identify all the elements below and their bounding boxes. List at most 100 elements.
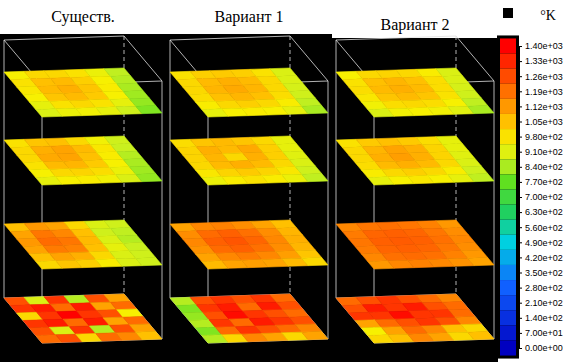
heat-cell <box>136 106 162 114</box>
color-bar-unit: °K <box>540 8 556 23</box>
heat-cell <box>449 83 475 91</box>
heat-cell <box>461 98 487 106</box>
tick-label: 2.10e+02 <box>525 298 563 308</box>
panel-background <box>166 34 332 362</box>
heat-cell <box>455 243 481 251</box>
tick-label: 9.10e+02 <box>525 147 563 157</box>
heat-cell <box>302 258 328 266</box>
heat-cell <box>436 220 462 228</box>
tick-mark <box>519 167 522 168</box>
box-edge <box>336 36 494 85</box>
tick-mark <box>519 197 522 198</box>
heat-cell <box>123 317 149 325</box>
heat-cell <box>276 228 302 236</box>
color-bar-axis: 1.40e+031.33e+031.26e+031.19e+031.12e+03… <box>519 41 563 353</box>
panel <box>332 36 498 362</box>
tick: 5.60e+02 <box>519 223 563 233</box>
heat-cell <box>104 220 130 228</box>
slice <box>4 68 162 117</box>
tick-label: 1.40e+02 <box>525 313 563 323</box>
panel-title: Вариант 2 <box>381 16 450 34</box>
heat-cell <box>129 98 155 106</box>
tick-label: 9.80e+02 <box>525 132 563 142</box>
tick-mark <box>519 303 522 304</box>
tick-label: 0.00e+00 <box>525 343 563 353</box>
heat-cell <box>136 332 162 340</box>
slice <box>170 68 328 117</box>
color-bar <box>497 35 519 358</box>
slice <box>170 220 328 269</box>
slices <box>170 68 328 343</box>
panel-background <box>332 38 498 362</box>
color-bar-band <box>500 325 516 340</box>
tick: 1.05e+03 <box>519 117 563 127</box>
heat-cell <box>276 302 302 310</box>
heat-cell <box>117 235 143 243</box>
box-edge <box>4 36 162 85</box>
tick: 4.90e+02 <box>519 238 563 248</box>
heat-cell <box>117 309 143 317</box>
heat-cell <box>302 332 328 340</box>
heat-cell <box>436 68 462 76</box>
heat-cell <box>468 174 494 182</box>
heat-cell <box>449 309 475 317</box>
color-bar-band <box>500 310 516 325</box>
heat-cell <box>129 250 155 258</box>
heat-cell <box>468 258 494 266</box>
color-bar-band <box>500 250 516 265</box>
heat-cell <box>129 324 155 332</box>
box-edge <box>4 40 5 298</box>
figure: Существ.Вариант 1Вариант 21.40e+031.33e+… <box>0 0 579 362</box>
color-bar-band <box>500 38 516 53</box>
box-edge <box>170 294 328 343</box>
heat-cell <box>270 220 296 228</box>
slice <box>336 136 494 185</box>
tick-label: 1.12e+03 <box>525 102 563 112</box>
heat-cell <box>295 166 321 174</box>
color-bar-frame <box>497 35 519 358</box>
heat-cell <box>468 332 494 340</box>
heat-cell <box>110 144 136 152</box>
color-bar-band <box>500 99 516 114</box>
tick-label: 4.20e+02 <box>525 253 563 263</box>
slice <box>4 220 162 269</box>
box-edge <box>328 81 329 339</box>
heat-cell <box>442 144 468 152</box>
box-edge <box>4 294 162 343</box>
tick-mark <box>519 61 522 62</box>
color-bar-band <box>500 295 516 310</box>
heat-cell <box>302 174 328 182</box>
tick-label: 4.90e+02 <box>525 238 563 248</box>
tick-label: 7.00e+01 <box>525 328 563 338</box>
heat-cell <box>436 294 462 302</box>
heat-cell <box>123 243 149 251</box>
color-bar-band <box>500 205 516 220</box>
panel-title: Вариант 1 <box>215 8 284 26</box>
heat-cell <box>436 136 462 144</box>
heat-cell <box>104 68 130 76</box>
box-frame <box>336 36 494 343</box>
slice <box>4 136 162 185</box>
heat-cell <box>136 174 162 182</box>
heat-cell <box>289 317 315 325</box>
slice <box>336 220 494 269</box>
heat-cell <box>123 91 149 99</box>
slice <box>336 68 494 117</box>
slice <box>336 294 494 343</box>
heat-cell <box>123 159 149 167</box>
heat-cell <box>276 144 302 152</box>
box-edge <box>336 294 494 343</box>
tick-mark <box>519 46 522 47</box>
tick-mark <box>519 137 522 138</box>
tick: 7.70e+02 <box>519 177 563 187</box>
heat-cell <box>117 83 143 91</box>
heat-cell <box>289 91 315 99</box>
heat-cell <box>110 228 136 236</box>
tick-mark <box>519 273 522 274</box>
tick-label: 7.70e+02 <box>525 177 563 187</box>
slice <box>170 136 328 185</box>
heat-cell <box>449 235 475 243</box>
box-edge <box>162 81 163 339</box>
tick-label: 1.40e+03 <box>525 41 563 51</box>
tick-label: 7.00e+02 <box>525 192 563 202</box>
